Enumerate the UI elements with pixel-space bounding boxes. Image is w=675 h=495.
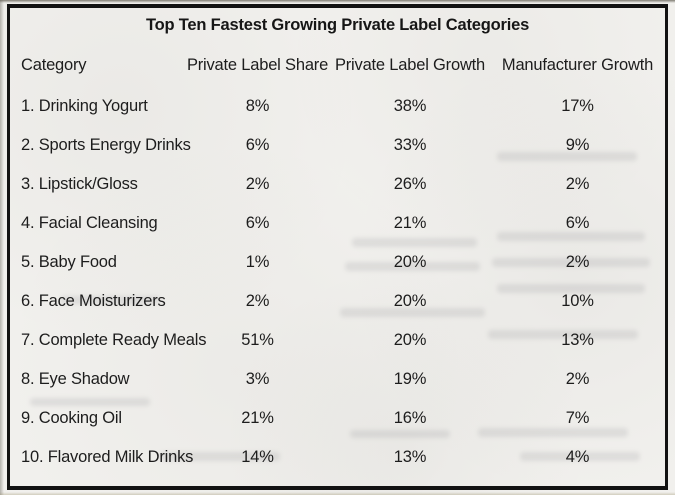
cell-share: 51% (241, 331, 274, 349)
cell-manufacturer: 4% (565, 448, 590, 466)
cell-growth: 21% (393, 214, 427, 232)
bleed-through-artifact (492, 258, 650, 267)
cell-category: 7. Complete Ready Meals (21, 331, 207, 349)
cell-share: 8% (245, 97, 270, 115)
table-title: Top Ten Fastest Growing Private Label Ca… (145, 16, 530, 34)
cell-growth: 33% (393, 136, 427, 154)
bleed-through-artifact (160, 452, 280, 461)
scan-edge-left (0, 0, 4, 495)
table-row: 8. Eye Shadow 3% 19% 2% (10, 360, 665, 399)
bleed-through-artifact (488, 330, 638, 339)
table-row: 6. Face Moisturizers 2% 20% 10% (10, 282, 665, 321)
cell-manufacturer: 7% (565, 409, 590, 427)
cell-share: 2% (245, 292, 270, 310)
column-header-private-label-share: Private Label Share (186, 55, 329, 74)
table-row: 4. Facial Cleansing 6% 21% 6% (10, 204, 665, 243)
cell-category: 3. Lipstick/Gloss (21, 175, 138, 193)
cell-manufacturer: 6% (565, 214, 590, 232)
cell-share: 6% (245, 136, 270, 154)
table-header-row: Category Private Label Share Private Lab… (10, 43, 665, 87)
table-body: 1. Drinking Yogurt 8% 38% 17% 2. Sports Ener… (10, 87, 665, 477)
cell-growth: 16% (393, 409, 427, 427)
scan-edge-top (0, 0, 675, 3)
cell-manufacturer: 2% (565, 175, 590, 193)
cell-manufacturer: 9% (565, 136, 590, 154)
bleed-through-artifact (60, 296, 160, 304)
cell-share: 3% (245, 370, 270, 388)
data-table: Category Private Label Share Private Lab… (10, 43, 665, 477)
bleed-through-artifact (350, 430, 450, 438)
scan-edge-bottom (0, 492, 675, 495)
table-row: 7. Complete Ready Meals 51% 20% 13% (10, 321, 665, 360)
cell-manufacturer: 10% (561, 292, 594, 310)
cell-manufacturer: 2% (565, 370, 590, 388)
cell-category: 8. Eye Shadow (21, 370, 130, 388)
bleed-through-artifact (352, 238, 477, 247)
cell-manufacturer: 13% (561, 331, 594, 349)
cell-growth: 26% (393, 175, 427, 193)
cell-category: 1. Drinking Yogurt (21, 97, 148, 115)
cell-growth: 20% (393, 292, 427, 310)
column-header-category: Category (21, 55, 87, 74)
cell-growth: 13% (393, 448, 427, 466)
table-frame: Top Ten Fastest Growing Private Label Ca… (7, 4, 668, 490)
cell-share: 6% (245, 214, 270, 232)
cell-share: 14% (241, 448, 274, 466)
bleed-through-artifact (478, 428, 628, 437)
bleed-through-artifact (345, 262, 480, 271)
cell-category: 5. Baby Food (21, 253, 117, 271)
bleed-through-artifact (340, 308, 485, 317)
cell-share: 2% (245, 175, 270, 193)
bleed-through-artifact (497, 284, 645, 293)
cell-category: 9. Cooking Oil (21, 409, 122, 427)
column-header-manufacturer-growth: Manufacturer Growth (501, 55, 654, 74)
cell-share: 1% (245, 253, 270, 271)
table-row: 1. Drinking Yogurt 8% 38% 17% (10, 87, 665, 126)
table-row: 9. Cooking Oil 21% 16% 7% (10, 399, 665, 438)
cell-growth: 20% (393, 253, 427, 271)
cell-growth: 19% (393, 370, 427, 388)
column-header-private-label-growth: Private Label Growth (334, 55, 486, 74)
bleed-through-artifact (30, 398, 150, 406)
table-row: 5. Baby Food 1% 20% 2% (10, 243, 665, 282)
cell-growth: 38% (393, 97, 427, 115)
cell-category: 4. Facial Cleansing (21, 214, 158, 232)
table-row: 10. Flavored Milk Drinks 14% 13% 4% (10, 438, 665, 477)
cell-category: 10. Flavored Milk Drinks (21, 448, 194, 466)
table-row: 3. Lipstick/Gloss 2% 26% 2% (10, 165, 665, 204)
bleed-through-artifact (497, 232, 645, 241)
cell-growth: 20% (393, 331, 427, 349)
cell-category: 2. Sports Energy Drinks (21, 136, 191, 154)
cell-category: 6. Face Moisturizers (21, 292, 166, 310)
cell-share: 21% (241, 409, 274, 427)
cell-manufacturer: 17% (561, 97, 594, 115)
bleed-through-artifact (497, 152, 637, 161)
bleed-through-artifact (520, 452, 640, 461)
table-row: 2. Sports Energy Drinks 6% 33% 9% (10, 126, 665, 165)
cell-manufacturer: 2% (565, 253, 590, 271)
